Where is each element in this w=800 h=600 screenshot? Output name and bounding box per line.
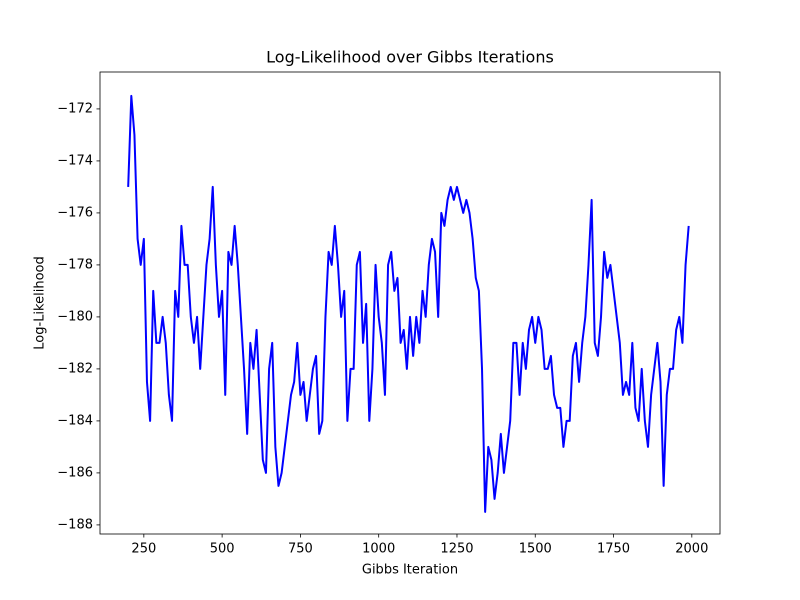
x-tick-label: 1250: [440, 542, 473, 557]
x-axis-label: Gibbs Iteration: [362, 563, 458, 578]
y-tick-label: −186: [57, 465, 93, 480]
x-tick-label: 2000: [675, 542, 708, 557]
y-tick-label: −184: [57, 413, 93, 428]
axes-frame: [99, 71, 721, 535]
y-tick-label: −172: [57, 101, 93, 116]
x-tick-label: 250: [131, 542, 156, 557]
y-tick-label: −176: [57, 205, 93, 220]
chart-title: Log-Likelihood over Gibbs Iterations: [266, 48, 554, 67]
x-tick-label: 1500: [519, 542, 552, 557]
y-tick-label: −178: [57, 257, 93, 272]
y-tick-label: −180: [57, 309, 93, 324]
x-tick-label: 1750: [597, 542, 630, 557]
x-tick-label: 500: [210, 542, 235, 557]
y-tick-label: −174: [57, 153, 93, 168]
y-axis-label: Log-Likelihood: [33, 256, 48, 349]
y-tick-label: −188: [57, 517, 93, 532]
y-tick-label: −182: [57, 361, 93, 376]
data-line: [127, 94, 690, 513]
x-tick-label: 1000: [362, 542, 395, 557]
x-tick-label: 750: [288, 542, 313, 557]
